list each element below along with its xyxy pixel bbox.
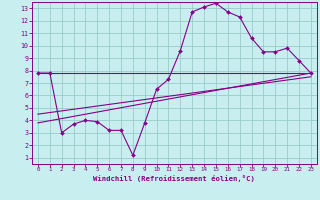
X-axis label: Windchill (Refroidissement éolien,°C): Windchill (Refroidissement éolien,°C) <box>93 175 255 182</box>
